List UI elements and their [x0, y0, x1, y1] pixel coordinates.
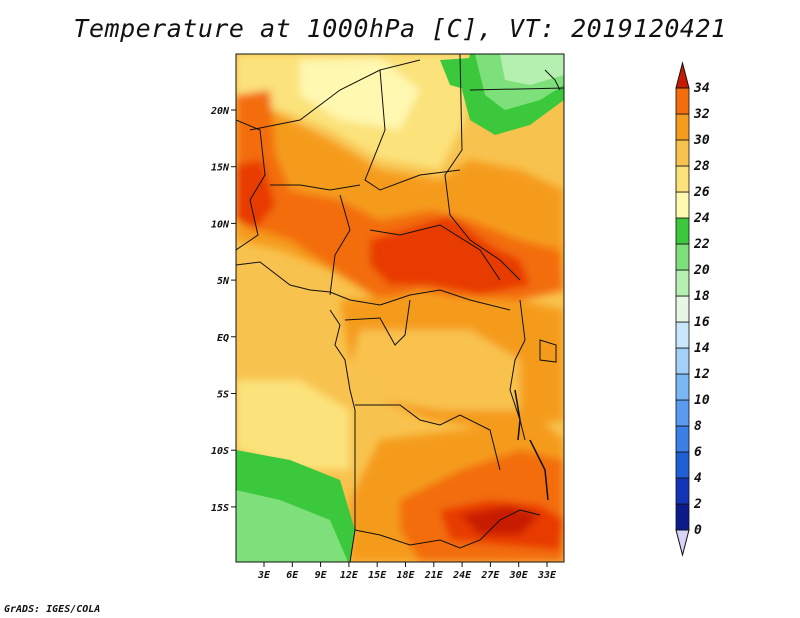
colorbar-label: 32 [693, 107, 710, 122]
lon-tick-label: 18E [396, 570, 415, 581]
field-north-pale [300, 58, 420, 130]
lon-tick-label: 27E [480, 570, 500, 581]
lat-tick-label: 20N [210, 106, 230, 117]
lon-tick-label: 6E [286, 570, 299, 581]
field-central-yellow [350, 330, 520, 410]
lat-tick-label: 15S [211, 503, 229, 514]
lon-tick-label: 15E [368, 570, 387, 581]
map-title: Temperature at 1000hPa [C], VT: 20191204… [73, 14, 727, 43]
colorbar-segment [675, 269, 690, 297]
colorbar-label: 28 [693, 159, 710, 174]
country-borders [236, 54, 564, 562]
colorbar-label: 4 [694, 471, 702, 486]
longitude-axis: 3E 6E 9E 12E 15E 18E 21E 24E 27E 30E 33E [257, 562, 557, 581]
lon-tick-label: 33E [537, 570, 557, 581]
lat-tick-label: EQ [217, 333, 229, 344]
pale-green-northeast [500, 54, 564, 85]
border-congo [344, 299, 411, 346]
grads-credit: GrADS: IGES/COLA [4, 604, 101, 615]
colorbar-segment [675, 243, 690, 271]
colorbar-label: 8 [694, 419, 702, 434]
colorbar-label: 18 [694, 289, 710, 304]
lon-tick-label: 12E [340, 570, 359, 581]
colorbar-segment [675, 347, 690, 375]
coastline-red-sea [544, 69, 561, 91]
lat-tick-label: 15N [211, 163, 230, 174]
lon-tick-label: 30E [509, 570, 529, 581]
lake-malawi [529, 439, 549, 501]
colorbar-label: 12 [694, 367, 710, 382]
field-northwest-orange [236, 90, 275, 160]
colorbar-label: 20 [693, 263, 710, 278]
light-green-southwest [236, 490, 348, 562]
border-angola-drc [355, 404, 501, 471]
map-frame [235, 53, 565, 563]
colorbar-label: 24 [693, 211, 710, 226]
coastline-gabon [329, 309, 356, 411]
border-egypt-sudan [469, 87, 564, 91]
lon-tick-label: 21E [424, 570, 444, 581]
border-chad-sudan [444, 54, 521, 281]
colorbar-segment [675, 425, 690, 453]
colorbar-max-arrow [675, 61, 690, 89]
colorbar-label: 16 [694, 315, 710, 330]
colorbar-segment [675, 139, 690, 167]
colorbar-segment [675, 321, 690, 349]
border-niger-chad [364, 69, 461, 191]
field-central-hot [370, 215, 530, 295]
lake-tanganyika [514, 389, 521, 441]
border-car [369, 224, 501, 281]
colorbar-segment [675, 503, 690, 531]
colorbar-label: 30 [693, 133, 710, 148]
colorbar-min-arrow [675, 529, 690, 557]
colorbar-label: 34 [693, 81, 710, 96]
border-southern-africa [354, 509, 541, 549]
colorbar-label: 26 [693, 185, 710, 200]
border-gulf-guinea [236, 261, 511, 311]
lon-tick-label: 9E [315, 570, 328, 581]
lat-tick-label: 5N [217, 276, 230, 287]
colorbar-segment [675, 217, 690, 245]
colorbar-label: 6 [694, 445, 702, 460]
colorbar-segment [675, 191, 690, 219]
colorbar-segment [675, 451, 690, 479]
lake-victoria [539, 339, 557, 363]
colorbar-label: 22 [693, 237, 710, 252]
lon-tick-label: 3E [257, 570, 271, 581]
colorbar-label: 14 [694, 341, 710, 356]
colorbar-segment [675, 113, 690, 141]
field-coast-yellow [236, 380, 350, 470]
latitude-axis: 20N 15N 10N 5N EQ 5S 10S 15S [210, 106, 236, 514]
green-north-strip [440, 58, 470, 90]
colorbar-segment [675, 165, 690, 193]
lat-tick-label: 10N [211, 219, 230, 230]
border-great-lakes [509, 299, 526, 441]
colorbar-segment [675, 477, 690, 505]
temperature-field [236, 54, 564, 562]
colorbar-label: 0 [694, 523, 702, 538]
colorbar-segment [675, 87, 690, 115]
lat-tick-label: 5S [217, 390, 229, 401]
border-nigeria-north [270, 184, 361, 191]
colorbar-segment [675, 295, 690, 323]
lat-tick-label: 10S [211, 446, 229, 457]
border-nigeria-cameroon [329, 194, 351, 296]
colorbar-label: 10 [694, 393, 710, 408]
border-sahara [249, 59, 421, 131]
colorbar-label: 2 [693, 497, 702, 512]
field-west-hot [236, 160, 275, 230]
colorbar-segment [675, 373, 690, 401]
colorbar-segment [675, 399, 690, 427]
lon-tick-label: 24E [452, 570, 472, 581]
